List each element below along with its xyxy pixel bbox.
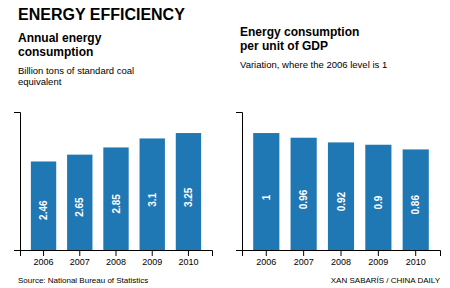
bar: [176, 133, 201, 250]
x-tick-label: 2009: [368, 257, 388, 267]
data-label: 3.25: [183, 187, 194, 207]
x-tick-mark: [341, 250, 342, 256]
data-labels: 2.46 2.65 2.85 3.1 3.25: [38, 187, 194, 220]
x-tick-mark: [303, 250, 304, 256]
chart-subtitle: Billion tons of standard coalequivalent: [18, 65, 134, 87]
x-tick: 2007: [70, 250, 90, 267]
y-axis: [236, 113, 243, 251]
x-tick-label: 2010: [178, 257, 198, 267]
x-tick-mark: [43, 250, 44, 256]
x-tick-mark: [415, 250, 416, 256]
bar: [103, 147, 128, 250]
x-tick: 2006: [256, 250, 276, 267]
source-note: XAN SABARÍS / CHINA DAILY: [331, 276, 441, 285]
x-tick-label: 2009: [142, 257, 162, 267]
x-tick-label: 2007: [70, 257, 90, 267]
data-labels: 1 0.96 0.92 0.9 0.86: [261, 189, 421, 214]
bar: [253, 133, 279, 250]
data-label: 1: [261, 194, 272, 200]
y-axis-line: [236, 113, 243, 251]
data-label: 0.9: [373, 195, 384, 209]
x-tick-label: 2008: [106, 257, 126, 267]
x-tick: 2007: [294, 250, 314, 267]
bar: [140, 138, 165, 250]
x-tick: 2009: [368, 250, 388, 267]
data-label: 0.86: [410, 195, 421, 215]
x-tick-mark: [116, 250, 117, 256]
source-note: Source: National Bureau of Statistics: [18, 276, 148, 285]
data-label: 0.92: [336, 191, 347, 211]
x-tick-mark: [79, 250, 80, 256]
chart-panel: Energy consumptionper unit of GDP Variati…: [236, 25, 441, 285]
x-tick-mark: [152, 250, 153, 256]
x-tick-mark: [188, 250, 189, 256]
y-axis-line: [14, 113, 21, 251]
x-tick: 2010: [406, 250, 426, 267]
x-tick-mark: [378, 250, 379, 256]
bar: [31, 161, 56, 250]
bar: [291, 138, 317, 250]
x-tick-label: 2006: [34, 257, 54, 267]
data-label: 0.96: [298, 189, 309, 209]
x-axis: 2006 2007 2008 2009 2010: [243, 250, 441, 267]
x-tick: 2008: [106, 250, 126, 267]
chart-panel: Annual energyconsumption Billion tons of …: [14, 31, 213, 285]
x-tick-mark: [266, 250, 267, 256]
x-tick-label: 2006: [256, 257, 276, 267]
chart-subtitle: Variation, where the 2006 level is 1: [240, 59, 387, 70]
data-label: 2.65: [74, 197, 85, 217]
bar: [403, 149, 429, 250]
bar: [67, 155, 92, 250]
data-label: 2.85: [111, 194, 122, 214]
bar: [328, 142, 354, 250]
x-tick: 2008: [331, 250, 351, 267]
bar: [365, 145, 391, 250]
bars: [253, 133, 429, 250]
data-label: 2.46: [38, 200, 49, 220]
x-tick: 2010: [178, 250, 198, 267]
bars: [31, 133, 201, 250]
chart-title: Energy consumptionper unit of GDP: [240, 25, 359, 53]
x-tick-label: 2008: [331, 257, 351, 267]
x-tick-label: 2010: [406, 257, 426, 267]
y-axis: [14, 113, 21, 251]
chart-title: Annual energyconsumption: [18, 31, 102, 59]
x-axis-line: [21, 251, 213, 257]
main-title: ENERGY EFFICIENCY: [18, 6, 185, 23]
x-axis-line: [243, 251, 441, 257]
x-tick: 2006: [34, 250, 54, 267]
data-label: 3.1: [147, 192, 158, 206]
x-tick-label: 2007: [294, 257, 314, 267]
x-tick: 2009: [142, 250, 162, 267]
chart-root: ENERGY EFFICIENCY Annual energyconsumptio…: [0, 0, 450, 288]
x-axis: 2006 2007 2008 2009 2010: [21, 250, 213, 267]
